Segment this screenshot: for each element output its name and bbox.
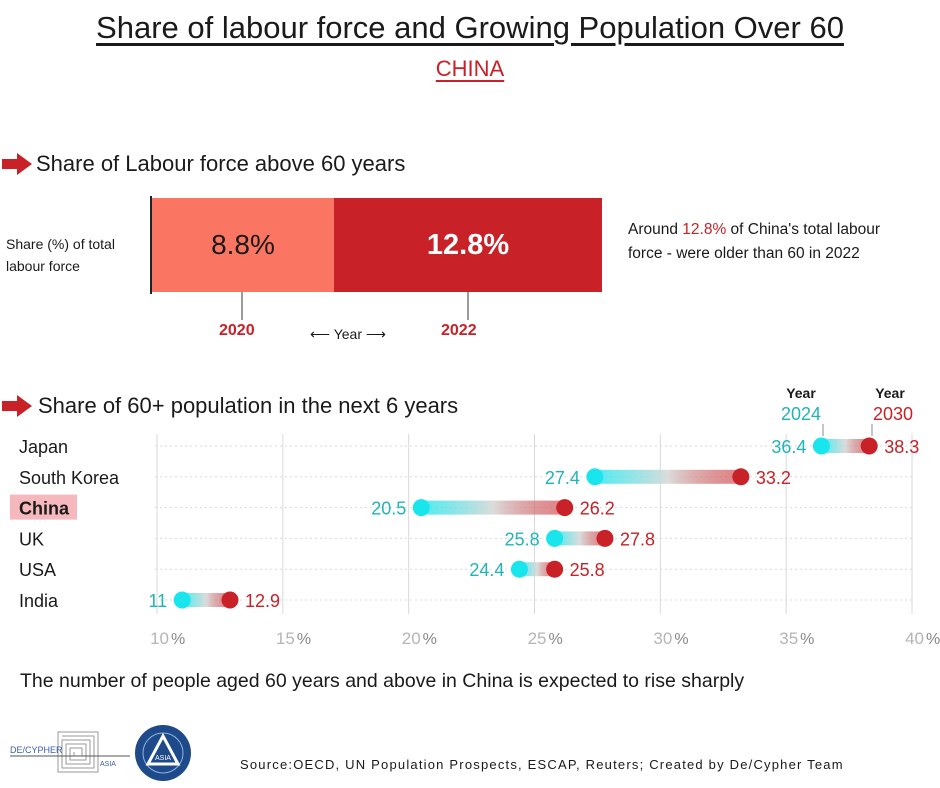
x-tick-suffix-35: % bbox=[800, 631, 814, 648]
value-label-2030-3: 27.8 bbox=[620, 529, 655, 549]
value-label-2024-3: 25.8 bbox=[505, 529, 540, 549]
page-title: Share of labour force and Growing Popula… bbox=[96, 10, 844, 45]
labour-note: Around 12.8% of China's total labour for… bbox=[628, 218, 918, 266]
note-highlight: 12.8% bbox=[682, 221, 727, 238]
tick-2020 bbox=[241, 292, 243, 320]
x-tick-label-10: 10 bbox=[150, 629, 169, 648]
bar-2020: 8.8% bbox=[152, 198, 334, 292]
category-label-1: South Korea bbox=[19, 468, 120, 488]
connector-2 bbox=[421, 500, 565, 515]
value-label-2024-1: 27.4 bbox=[545, 468, 580, 488]
arrow-right-icon bbox=[2, 395, 32, 417]
footer-statement: The number of people aged 60 years and a… bbox=[20, 670, 745, 692]
x-tick-suffix-25: % bbox=[549, 631, 563, 648]
value-label-2024-0: 36.4 bbox=[771, 437, 806, 457]
value-label-2030-0: 38.3 bbox=[884, 437, 919, 457]
tick-2022 bbox=[467, 292, 469, 320]
bar-2020-value-label: 8.8% bbox=[211, 229, 275, 260]
connector-5 bbox=[182, 593, 230, 607]
x-tick-suffix-30: % bbox=[674, 631, 688, 648]
right-arrow-icon: ⟶ bbox=[365, 326, 386, 342]
value-label-2030-2: 26.2 bbox=[580, 499, 615, 519]
x-tick-label-20: 20 bbox=[402, 629, 421, 648]
x-tick-label-40: 40 bbox=[905, 629, 924, 648]
dot-2024-1 bbox=[586, 468, 604, 486]
decypher-logo-text: DE/CYPHER bbox=[10, 745, 63, 755]
dot-2030-1 bbox=[732, 468, 750, 486]
asia-logo-text: ASIA bbox=[155, 755, 171, 762]
page-subtitle: CHINA bbox=[435, 56, 505, 81]
decypher-logo: DE/CYPHER ASIA bbox=[10, 731, 130, 773]
legend-year-2024: 2024 bbox=[781, 404, 821, 424]
dot-2024-3 bbox=[546, 529, 564, 547]
dot-2030-5 bbox=[221, 591, 239, 609]
section-title-labour: Share of Labour force above 60 years bbox=[36, 151, 406, 176]
dot-2024-4 bbox=[510, 560, 528, 578]
x-tick-suffix-40: % bbox=[926, 631, 940, 648]
legend-year-word-2030: Year bbox=[875, 385, 905, 401]
x-tick-suffix-20: % bbox=[423, 631, 437, 648]
connector-1 bbox=[594, 469, 741, 484]
value-label-2024-5: 11 bbox=[148, 591, 167, 611]
value-label-2024-2: 20.5 bbox=[371, 499, 406, 519]
decypher-logo-subtext: ASIA bbox=[100, 761, 116, 768]
category-label-2: China bbox=[19, 499, 70, 519]
asia-logo: ASIA bbox=[135, 725, 191, 781]
year-label-2022: 2022 bbox=[441, 322, 477, 339]
source-credit: Source:OECD, UN Population Prospects, ES… bbox=[240, 757, 844, 772]
x-tick-label-15: 15 bbox=[276, 629, 295, 648]
legend-year-word-2024: Year bbox=[786, 385, 816, 401]
x-tick-label-35: 35 bbox=[779, 629, 798, 648]
x-tick-suffix-10: % bbox=[171, 631, 185, 648]
x-tick-suffix-15: % bbox=[297, 631, 311, 648]
legend-year-2030: 2030 bbox=[873, 404, 913, 424]
value-label-2030-1: 33.2 bbox=[756, 468, 791, 488]
year-axis-label: ⟵ Year ⟶ bbox=[310, 326, 386, 343]
dot-2030-2 bbox=[556, 499, 574, 517]
value-label-2030-5: 12.9 bbox=[245, 591, 280, 611]
x-tick-label-25: 25 bbox=[528, 629, 547, 648]
dot-2030-4 bbox=[546, 560, 564, 578]
section-title-population: Share of 60+ population in the next 6 ye… bbox=[38, 393, 459, 418]
year-axis-text: Year bbox=[333, 326, 363, 342]
dot-2024-2 bbox=[412, 499, 430, 517]
category-label-3: UK bbox=[19, 529, 44, 549]
dot-2030-3 bbox=[596, 529, 614, 547]
bar-2022-value-label: 12.8% bbox=[426, 228, 510, 261]
category-label-5: India bbox=[19, 591, 59, 611]
dot-2030-0 bbox=[860, 437, 878, 455]
bar-2022: 12.8% bbox=[334, 198, 602, 292]
note-prefix: Around bbox=[628, 221, 683, 238]
dot-2024-0 bbox=[812, 437, 830, 455]
dumbbell-chart: Japan 36.4 38.3 South Korea 27.4 33.2 China 20.… bbox=[10, 385, 940, 648]
value-label-2024-4: 24.4 bbox=[469, 560, 504, 580]
connector-3 bbox=[554, 531, 605, 546]
connector-0 bbox=[821, 439, 870, 453]
left-arrow-icon: ⟵ bbox=[310, 326, 331, 342]
arrow-right-icon bbox=[2, 153, 32, 175]
highlight-box bbox=[10, 494, 77, 520]
category-label-0: Japan bbox=[19, 437, 68, 457]
note-suffix: of China's total labour force - were old… bbox=[628, 221, 880, 262]
category-label-4: USA bbox=[19, 560, 56, 580]
dot-2024-5 bbox=[173, 591, 191, 609]
connector-4 bbox=[519, 562, 555, 577]
bar-y-axis-label: Share (%) of total labour force bbox=[6, 236, 115, 274]
value-label-2030-4: 25.8 bbox=[570, 560, 605, 580]
year-label-2020: 2020 bbox=[219, 322, 255, 339]
bar-axis-line bbox=[150, 196, 152, 294]
x-tick-label-30: 30 bbox=[653, 629, 672, 648]
